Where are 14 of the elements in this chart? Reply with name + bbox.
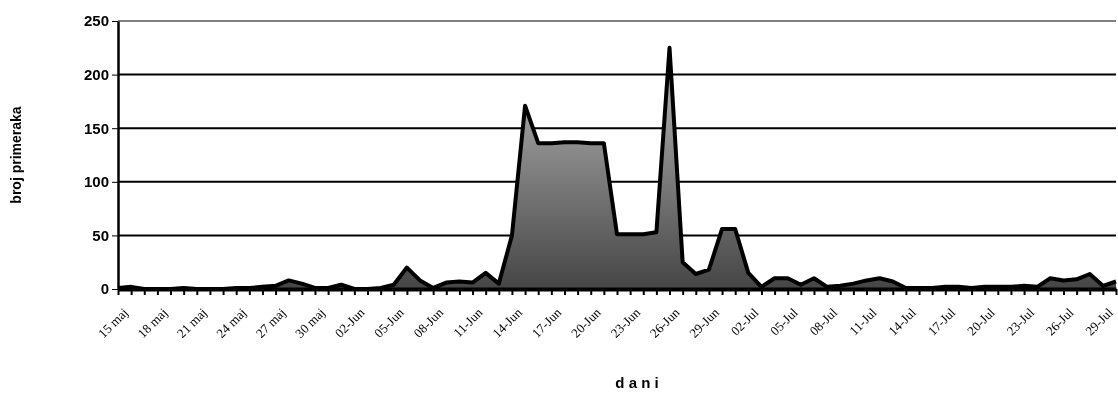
x-tick-label: 30 maj xyxy=(292,304,328,341)
y-tick-label: 150 xyxy=(83,119,109,137)
x-axis-title: d a n i xyxy=(615,374,659,391)
x-tick-label: 24 maj xyxy=(213,304,250,341)
y-tick-label: 100 xyxy=(83,173,109,191)
x-tick-label: 21 maj xyxy=(173,304,210,341)
y-tick-label: 50 xyxy=(92,226,109,244)
y-tick-label: 200 xyxy=(83,65,109,83)
x-tick-label: 27 maj xyxy=(252,304,289,341)
y-axis-title: broj primeraka xyxy=(8,106,24,204)
y-tick-label: 0 xyxy=(100,280,109,298)
y-tick-label: 250 xyxy=(83,12,109,30)
x-tick-label: 15 maj xyxy=(95,304,131,341)
x-tick-label: 18 maj xyxy=(134,304,171,341)
